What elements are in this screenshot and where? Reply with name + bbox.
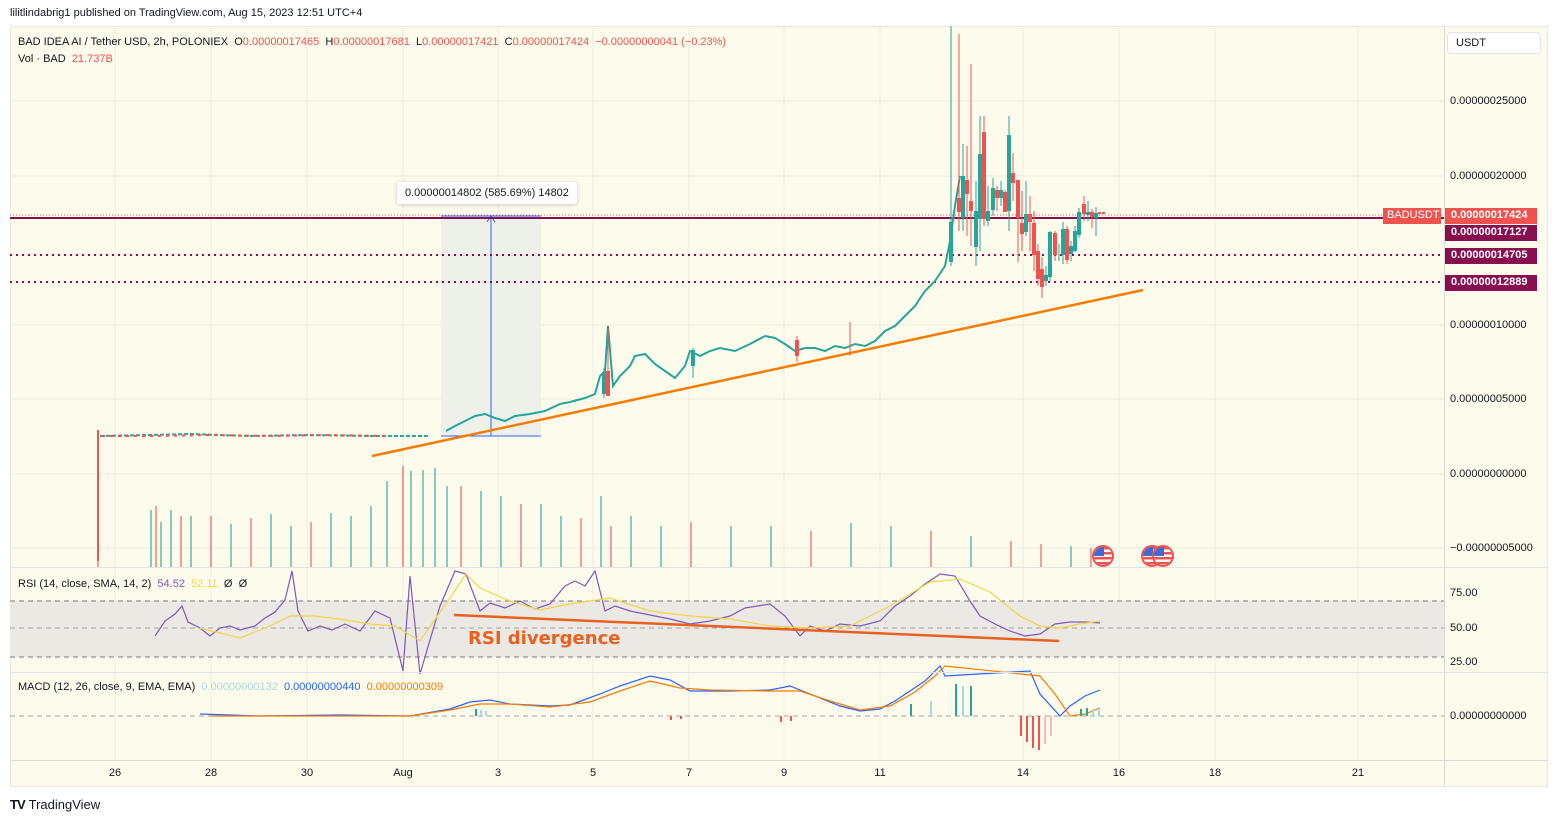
close-value: 0.00000017424 <box>512 36 590 48</box>
volume-bars <box>97 430 1092 568</box>
time-tick: 14 <box>1016 767 1030 779</box>
rsi-tick: 25.00 <box>1450 656 1478 668</box>
tradingview-logo[interactable]: TV TradingView <box>10 797 100 812</box>
macd-title: MACD (12, 26, close, 9, EMA, EMA) <box>18 681 196 693</box>
measure-tooltip: 0.00000014802 (585.69%) 14802 <box>397 182 577 204</box>
rsi-pane-separator[interactable] <box>10 567 1548 568</box>
macd-histogram <box>475 684 1100 750</box>
macd-signal-value: 0.00000000309 <box>366 681 444 693</box>
time-tick: 26 <box>108 767 122 779</box>
time-tick: 18 <box>1208 767 1222 779</box>
change-value: −0.00000000041 (−0.23%) <box>595 36 727 48</box>
time-axis-border <box>10 760 1548 761</box>
time-tick: 21 <box>1351 767 1365 779</box>
rsi-tick: 75.00 <box>1450 587 1478 599</box>
chart-plot[interactable] <box>10 26 1444 760</box>
symbol-description: BAD IDEA AI / Tether USD, 2h, POLONIEX <box>18 36 229 48</box>
us-flag-event-icon[interactable] <box>1152 545 1174 567</box>
rsi-tick: 50.00 <box>1450 622 1478 634</box>
price-tick: 0.00000005000 <box>1450 393 1527 405</box>
price-tick: 0.00000025000 <box>1450 95 1527 107</box>
level-tag-2: 0.00000014705 <box>1445 248 1537 264</box>
volume-value: 21.737B <box>71 53 113 65</box>
rsi-sma-line <box>199 573 1101 642</box>
time-tick: 9 <box>780 767 788 779</box>
ascending-trendline[interactable] <box>371 288 1144 458</box>
low-value: 0.00000017421 <box>422 36 499 48</box>
price-tick: −0.00000005000 <box>1450 542 1533 554</box>
symbol-tag: BADUSDT <box>1383 208 1441 224</box>
time-tick: 5 <box>589 767 597 779</box>
time-tick: Aug <box>393 767 413 779</box>
publish-info: lilitlindabrig1 published on TradingView… <box>10 7 363 19</box>
tradingview-brand: TradingView <box>28 797 101 812</box>
level-tag-1: 0.00000017127 <box>1445 225 1537 241</box>
price-tick: 0.00000000000 <box>1450 468 1527 480</box>
volume-legend: Vol · BAD 21.737B <box>18 53 113 65</box>
time-tick: 3 <box>494 767 502 779</box>
macd-pane-separator[interactable] <box>10 672 1548 673</box>
price-tick: 0.00000020000 <box>1450 170 1527 182</box>
main-legend: BAD IDEA AI / Tether USD, 2h, POLONIEX O… <box>18 36 727 48</box>
time-tick: 16 <box>1112 767 1126 779</box>
rsi-divergence-label[interactable]: RSI divergence <box>468 628 621 649</box>
tradingview-logo-icon: TV <box>10 797 26 812</box>
time-tick: 11 <box>874 767 886 779</box>
price-tick: 0.00000010000 <box>1450 319 1527 331</box>
macd-legend[interactable]: MACD (12, 26, close, 9, EMA, EMA) 0.0000… <box>18 681 443 693</box>
us-flag-event-icon[interactable] <box>1092 545 1114 567</box>
signal-line <box>210 665 1101 717</box>
rsi-line <box>154 569 1101 675</box>
rsi-title: RSI (14, close, SMA, 14, 2) <box>18 578 152 590</box>
time-tick: 30 <box>300 767 314 779</box>
price-axis-border <box>1444 26 1445 787</box>
rsi-legend[interactable]: RSI (14, close, SMA, 14, 2) 54.52 52.11 … <box>18 578 248 590</box>
candles-flat <box>97 430 430 561</box>
macd-tick: 0.00000000000 <box>1450 710 1527 722</box>
macd-value: 0.00000000440 <box>284 681 361 693</box>
high-value: 0.00000017681 <box>333 36 410 48</box>
time-tick: 28 <box>204 767 218 779</box>
open-value: 0.00000017465 <box>242 36 320 48</box>
currency-button[interactable]: USDT <box>1447 32 1541 54</box>
rsi-value: 54.52 <box>157 578 185 590</box>
macd-histogram-value: 0.00000000132 <box>201 681 278 693</box>
rsi-sma-value: 52.11 <box>191 578 218 590</box>
time-tick: 7 <box>685 767 693 779</box>
rsi-divergence-line[interactable] <box>453 613 1060 643</box>
chart-container[interactable] <box>10 26 1548 787</box>
level-tag-3: 0.00000012889 <box>1445 275 1537 291</box>
rsi-band <box>10 601 1444 657</box>
last-price-tag: 0.00000017424 <box>1445 208 1537 224</box>
